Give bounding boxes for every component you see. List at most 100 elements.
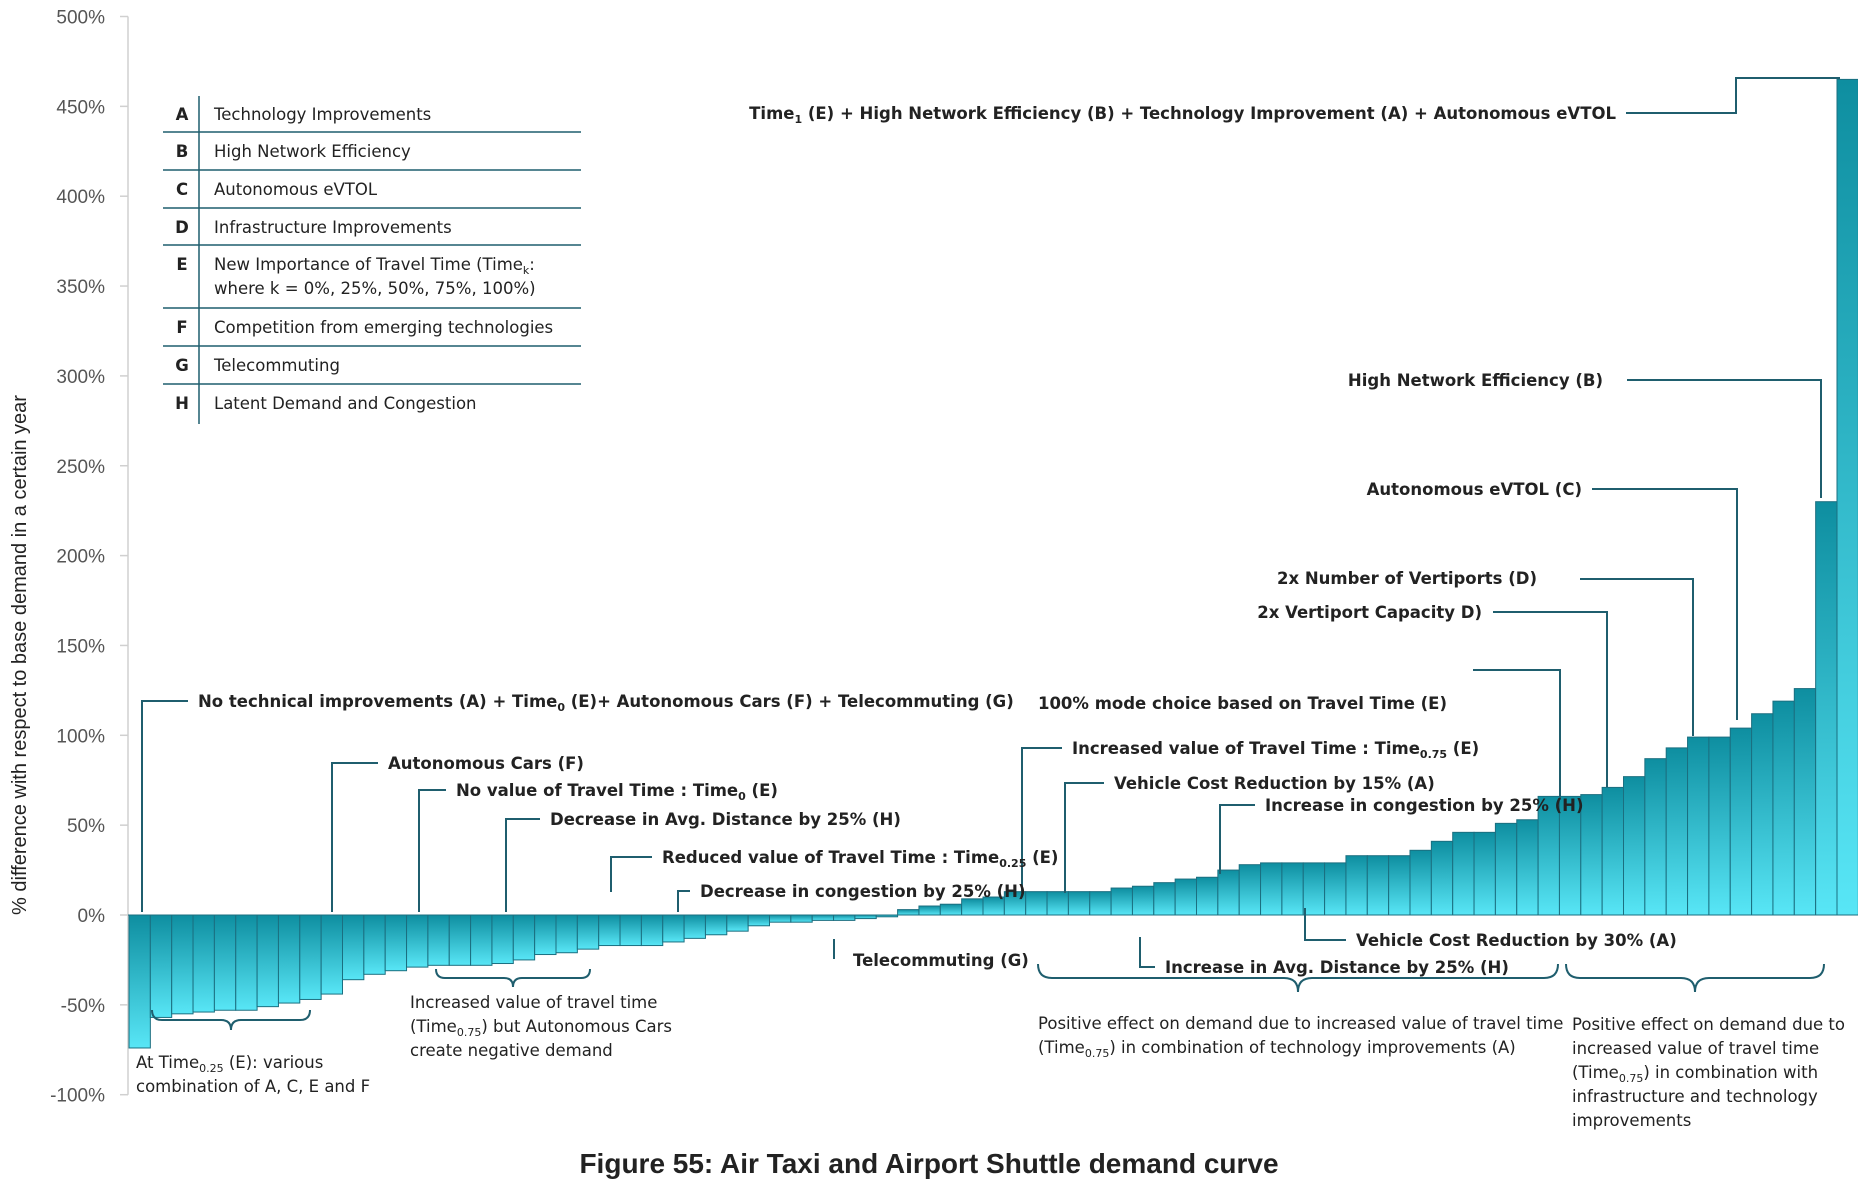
- bracket-note-line-text: Increased value of travel time: [410, 993, 657, 1012]
- bar: [277, 914, 301, 1004]
- bar: [619, 914, 642, 947]
- y-tick-label: -50%: [61, 996, 105, 1017]
- annotation-label-text-after: (E) + High Network Efficiency (B) + Tech…: [802, 104, 1616, 123]
- bracket-note-line: combination of A, C, E and F: [136, 1077, 370, 1096]
- bar: [1110, 887, 1133, 916]
- legend-key: G: [175, 356, 189, 375]
- bar: [1623, 776, 1646, 916]
- bar: [854, 914, 877, 920]
- figure-caption: Figure 55: Air Taxi and Airport Shuttle …: [579, 1148, 1279, 1179]
- legend-entry: Latent Demand and Congestion: [214, 394, 477, 413]
- bar: [384, 914, 408, 972]
- bar: [1494, 822, 1518, 916]
- bracket-note-line: Increased value of travel time: [410, 993, 657, 1012]
- annotation-label: 2x Number of Vertiports (D): [1277, 569, 1537, 588]
- annotation-label-text: 100% mode choice based on Travel Time (E…: [1038, 694, 1447, 713]
- annotation-label-text: Decrease in Avg. Distance by 25% (H): [550, 810, 901, 829]
- legend-entry-line2: where k = 0%, 25%, 50%, 75%, 100%): [214, 279, 536, 298]
- annotation-label-subscript: 1: [794, 113, 802, 126]
- annotation-label: Vehicle Cost Reduction by 15% (A): [1114, 774, 1435, 793]
- bar: [1665, 747, 1689, 916]
- bracket-note-line-text: (Time: [1572, 1063, 1619, 1082]
- curly-bracket: [151, 1009, 311, 1031]
- bar: [1089, 891, 1112, 916]
- bar: [448, 914, 472, 966]
- bar: [1772, 700, 1795, 916]
- bar: [1452, 831, 1475, 916]
- bracket-note-line: (Time0.75) in combination of technology …: [1038, 1038, 1516, 1060]
- bar: [555, 914, 578, 954]
- bracket-note-line-text: Positive effect on demand due to increas…: [1038, 1014, 1563, 1033]
- y-axis-label: % difference with respect to base demand…: [9, 395, 31, 915]
- y-tick-label: 300%: [56, 367, 105, 388]
- bracket-note-line-text: (Time: [1038, 1038, 1085, 1057]
- bar: [256, 914, 279, 1008]
- annotation-leader: [1021, 747, 1062, 893]
- annotation-leader: [677, 890, 690, 912]
- legend-entry-subscript: k: [523, 264, 530, 277]
- legend-entry-text: High Network Efficiency: [214, 142, 411, 161]
- annotation-label-text: Reduced value of Travel Time : Time: [662, 848, 999, 867]
- bracket-note-line: (Time0.75) but Autonomous Cars: [410, 1017, 672, 1039]
- y-tick-label: 200%: [56, 547, 105, 568]
- bar: [598, 914, 621, 947]
- bar: [704, 914, 728, 936]
- annotation-label-text: Increased value of Travel Time : Time: [1072, 739, 1420, 758]
- y-tick-label: 350%: [56, 277, 105, 298]
- annotation-label: 2x Vertiport Capacity D): [1257, 603, 1482, 622]
- annotation-label: 100% mode choice based on Travel Time (E…: [1038, 694, 1447, 713]
- bar: [790, 914, 813, 923]
- bar: [149, 914, 173, 1018]
- bar: [512, 914, 536, 961]
- bracket-note-line-text: create negative demand: [410, 1041, 613, 1060]
- legend-entry: High Network Efficiency: [214, 142, 411, 161]
- bar: [1388, 855, 1411, 916]
- annotation-leader: [1064, 782, 1104, 893]
- bar: [961, 898, 984, 916]
- annotation-leader: [1139, 937, 1155, 968]
- bracket-note-line-text: improvements: [1572, 1111, 1691, 1130]
- bracket-note-line-text: combination of A, C, E and F: [136, 1077, 370, 1096]
- legend-entry-text: Latent Demand and Congestion: [214, 394, 477, 413]
- bar: [342, 914, 365, 981]
- annotation-label: No technical improvements (A) + Time0 (E…: [198, 692, 1014, 714]
- bracket-note-line: infrastructure and technology: [1572, 1087, 1818, 1106]
- annotation-leader: [1592, 488, 1738, 720]
- bar: [726, 914, 749, 932]
- annotation-leader: [331, 762, 378, 912]
- annotation-label-subscript: 0: [557, 701, 565, 714]
- annotation-label-subscript: 0.75: [1420, 748, 1447, 761]
- annotation-leader: [505, 818, 540, 912]
- y-tick-label: 250%: [56, 457, 105, 478]
- bar: [1067, 891, 1091, 916]
- bar: [1302, 862, 1326, 916]
- bar: [576, 914, 600, 950]
- bracket-note-line-subscript: 0.75: [1619, 1072, 1644, 1085]
- annotation-label-text: Time: [749, 104, 794, 123]
- legend-entry-text: Infrastructure Improvements: [214, 218, 452, 237]
- y-axis: 500% 450% 400% 350% 300% 250% 200% 150% 100% 50% 0…: [50, 8, 129, 1107]
- legend-entry-text-after: :: [529, 255, 535, 274]
- annotation-label: Vehicle Cost Reduction by 30% (A): [1356, 931, 1677, 950]
- bracket-note-line-text-after: ) in combination of technology improveme…: [1109, 1038, 1515, 1057]
- annotation-leader: [1626, 77, 1840, 114]
- annotation-leader: [1493, 611, 1608, 787]
- annotation-labels: No technical improvements (A) + Time0 (E…: [198, 104, 1677, 977]
- bracket-note-line-text: (Time: [410, 1017, 457, 1036]
- bar: [1324, 862, 1347, 916]
- bar: [897, 909, 920, 916]
- annotation-label-text: Autonomous Cars (F): [388, 754, 584, 773]
- bar: [1644, 758, 1667, 916]
- bar: [918, 905, 941, 916]
- annotation-leader: [418, 789, 446, 912]
- y-tick-label: 500%: [56, 8, 105, 29]
- bracket-note-line: create negative demand: [410, 1041, 613, 1060]
- bar: [1025, 891, 1048, 916]
- bar: [769, 914, 792, 923]
- legend-key: D: [175, 218, 189, 237]
- annotation-label-subscript: 0: [738, 790, 746, 803]
- annotation-label: Autonomous Cars (F): [388, 754, 584, 773]
- bar: [427, 914, 450, 966]
- bracket-note-line: Positive effect on demand due to: [1572, 1015, 1845, 1034]
- annotation-label: No value of Travel Time : Time0 (E): [456, 781, 778, 803]
